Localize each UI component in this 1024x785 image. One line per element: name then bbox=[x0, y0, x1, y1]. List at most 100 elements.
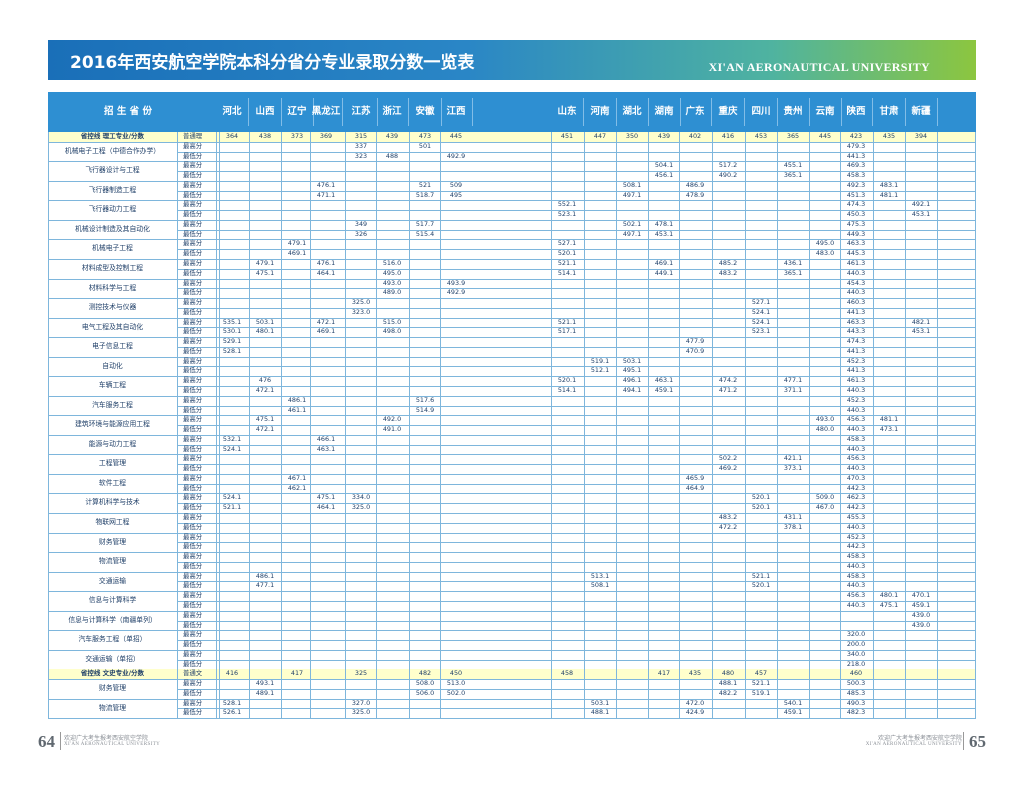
score-cell: 479.1 bbox=[287, 239, 307, 248]
score-cell: 517.2 bbox=[718, 161, 738, 170]
score-cell: 456.3 bbox=[846, 591, 866, 600]
score-type-label: 最低分 bbox=[183, 190, 203, 199]
score-cell: 453.1 bbox=[911, 210, 931, 219]
header-divider bbox=[937, 98, 938, 126]
column-divider bbox=[937, 132, 938, 719]
score-cell: 442.3 bbox=[846, 542, 866, 551]
row-divider bbox=[48, 141, 976, 143]
column-divider bbox=[648, 132, 649, 719]
score-cell: 495.0 bbox=[382, 268, 402, 277]
major-name: 飞行器动力工程 bbox=[88, 205, 137, 214]
row-divider bbox=[48, 298, 976, 300]
sub-row-divider bbox=[177, 151, 976, 153]
score-cell: 520.1 bbox=[557, 249, 577, 258]
footer-right-text: 欢迎广大考生报考西安航空学院 XI'AN AERONAUTICAL UNIVER… bbox=[866, 733, 962, 747]
score-cell: 337 bbox=[354, 141, 368, 150]
score-cell: 478.9 bbox=[685, 190, 705, 199]
score-cell: 502.2 bbox=[718, 454, 738, 463]
score-type-label: 最高分 bbox=[183, 356, 203, 365]
score-type-label: 最高分 bbox=[183, 591, 203, 600]
score-cell: 521.1 bbox=[222, 503, 242, 512]
score-cell: 503.1 bbox=[590, 698, 610, 707]
major-name: 物联网工程 bbox=[95, 518, 130, 527]
header-divider bbox=[248, 98, 249, 126]
score-type-label: 最高分 bbox=[183, 698, 203, 707]
score-cell: 497.1 bbox=[622, 229, 642, 238]
score-type-label: 最低分 bbox=[183, 405, 203, 414]
header-divider bbox=[905, 98, 906, 126]
score-cell: 460.3 bbox=[846, 298, 866, 307]
control-line-score: 482 bbox=[418, 669, 432, 678]
control-line-score: 373 bbox=[290, 132, 304, 140]
score-type-label: 最低分 bbox=[183, 171, 203, 180]
score-type-label: 最高分 bbox=[183, 571, 203, 580]
header-divider bbox=[744, 98, 745, 126]
control-line-score: 458 bbox=[560, 669, 574, 678]
column-divider bbox=[281, 132, 282, 719]
major-name: 汽车服务工程 bbox=[92, 400, 133, 409]
score-cell: 488.1 bbox=[590, 708, 610, 717]
province-header: 重庆 bbox=[718, 106, 738, 117]
score-cell: 480.1 bbox=[255, 327, 275, 336]
sub-row-divider bbox=[177, 444, 976, 446]
score-type-label: 最高分 bbox=[183, 259, 203, 267]
score-cell: 524.1 bbox=[751, 317, 771, 326]
score-cell: 445.3 bbox=[846, 249, 866, 258]
score-cell: 200.0 bbox=[846, 640, 866, 649]
control-line-label: 省控线 理工专业/分数 bbox=[80, 132, 145, 140]
control-line-score: 423 bbox=[849, 132, 863, 140]
province-header: 湖北 bbox=[622, 106, 642, 117]
score-cell: 482.1 bbox=[911, 317, 931, 326]
sub-row-divider bbox=[177, 229, 976, 231]
score-cell: 463.3 bbox=[846, 239, 866, 248]
score-type-label: 最高分 bbox=[183, 415, 203, 424]
page-title: 2016年西安航空学院本科分省分专业录取分数一览表 bbox=[70, 53, 475, 73]
score-cell: 469.1 bbox=[287, 249, 307, 258]
score-cell: 490.3 bbox=[846, 698, 866, 707]
score-cell: 441.3 bbox=[846, 346, 866, 355]
row-divider bbox=[48, 473, 976, 475]
score-cell: 472.1 bbox=[255, 386, 275, 395]
score-cell: 218.0 bbox=[846, 659, 866, 668]
major-name: 工程管理 bbox=[98, 459, 127, 468]
score-type-label: 普通理 bbox=[183, 132, 203, 140]
score-cell: 474.2 bbox=[718, 376, 738, 385]
score-type-label: 最高分 bbox=[183, 649, 203, 658]
footer-slogan-right: 欢迎广大考生报考西安航空学院 bbox=[877, 735, 962, 742]
score-cell: 480.0 bbox=[815, 425, 835, 434]
score-type-label: 最低分 bbox=[183, 425, 203, 434]
province-header: 山东 bbox=[557, 106, 577, 117]
province-header: 江西 bbox=[446, 106, 466, 117]
control-line-score: 438 bbox=[258, 132, 272, 140]
score-cell: 472.2 bbox=[718, 522, 738, 531]
major-name: 电子信息工程 bbox=[92, 342, 133, 351]
province-header: 黑龙江 bbox=[311, 106, 341, 117]
footer-slogan-left: 欢迎广大考生报考西安航空学院 bbox=[64, 735, 149, 742]
score-cell: 475.1 bbox=[879, 600, 899, 609]
sub-row-divider bbox=[177, 288, 976, 290]
province-header: 新疆 bbox=[911, 106, 931, 117]
column-divider bbox=[216, 132, 217, 719]
score-cell: 340.0 bbox=[846, 649, 866, 658]
column-divider bbox=[376, 132, 377, 719]
row-divider bbox=[48, 591, 976, 593]
column-divider bbox=[905, 132, 906, 719]
column-divider bbox=[551, 132, 552, 719]
score-type-label: 最低分 bbox=[183, 366, 203, 375]
score-cell: 439.0 bbox=[911, 620, 931, 629]
score-cell: 471.2 bbox=[718, 386, 738, 395]
score-type-label: 最低分 bbox=[183, 620, 203, 629]
footer-right: 65 bbox=[969, 732, 986, 752]
score-type-label: 最高分 bbox=[183, 180, 203, 189]
control-line-score: 416 bbox=[225, 669, 239, 678]
sub-row-divider bbox=[177, 190, 976, 192]
province-header: 辽宁 bbox=[287, 106, 307, 117]
score-cell: 464.1 bbox=[316, 268, 336, 277]
score-cell: 474.3 bbox=[846, 200, 866, 209]
score-type-label: 最高分 bbox=[183, 141, 203, 150]
control-line-score: 439 bbox=[385, 132, 399, 140]
score-cell: 451.3 bbox=[846, 190, 866, 199]
score-cell: 475.1 bbox=[316, 493, 336, 502]
column-divider bbox=[840, 132, 841, 719]
sub-row-divider bbox=[177, 386, 976, 388]
